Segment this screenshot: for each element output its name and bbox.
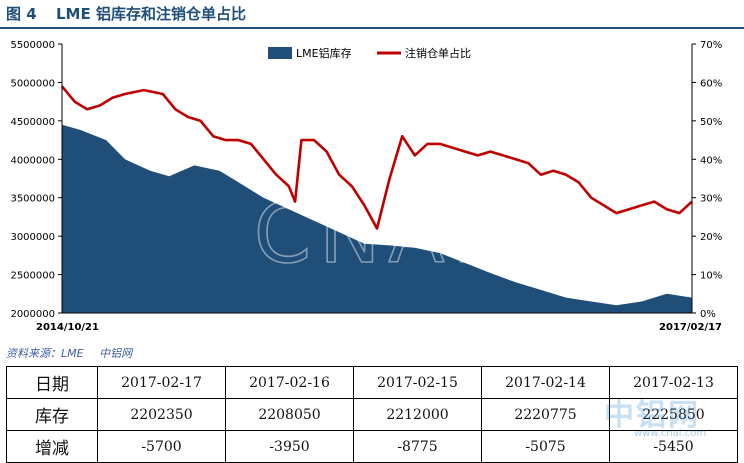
table-cell: 2017-02-13 [609,366,738,399]
row-header: 库存 [6,398,98,431]
x-end-label: 2017/02/17 [659,322,722,333]
table-cell: 2017-02-17 [97,366,226,399]
figure-header: 图 4 LME 铝库存和注销仓单占比 [0,0,744,26]
y-left-tick-label: 5500000 [10,40,55,51]
legend-label-area: LME铝库存 [296,46,352,60]
table-cell: -8775 [353,430,482,463]
watermark-url: www.cnal.com [634,428,707,439]
table-cell: 2220775 [481,398,610,431]
y-right-tick-label: 30% [700,194,722,205]
series-area-lme-stock [62,124,692,313]
y-right-tick-label: 40% [700,155,722,166]
table-cell: 2017-02-15 [353,366,482,399]
x-start-label: 2014/10/21 [36,322,99,333]
source-name: 中铝网 [99,347,133,360]
y-right-tick-label: 0% [700,309,716,320]
legend-swatch-area [268,47,292,59]
y-right-tick-label: 60% [700,78,722,89]
title-divider [0,27,744,29]
source-label: 资料来源：LME [6,347,84,360]
table-row-date: 日期 2017-02-17 2017-02-16 2017-02-15 2017… [6,366,738,399]
watermark-logo: 中铝网 [604,398,700,433]
row-header: 增减 [6,430,98,463]
y-right-tick-label: 10% [700,271,722,282]
table-cell: -5700 [97,430,226,463]
y-left-tick-label: 4500000 [10,117,55,128]
y-left-tick-label: 2000000 [10,309,55,320]
table-cell: -5075 [481,430,610,463]
stats-table: 日期 2017-02-17 2017-02-16 2017-02-15 2017… [6,366,738,463]
figure-label: 图 4 [6,5,37,23]
legend-label-line: 注销仓单占比 [405,46,471,60]
table-cell: 2017-02-14 [481,366,610,399]
y-left-tick-label: 4000000 [10,155,55,166]
table-cell: 2212000 [353,398,482,431]
y-right-tick-label: 20% [700,232,722,243]
table-cell: 2202350 [97,398,226,431]
table-cell: 2225850 [609,398,738,431]
series-line-cancelled-ratio [60,85,693,230]
table-row-stock: 库存 2202350 2208050 2212000 2220775 22258… [6,398,738,431]
table-cell: -3950 [225,430,354,463]
row-header: 日期 [6,366,98,399]
stock-chart: CNAL 2000000 2500000 3000000 3500000 4000000 4… [10,40,722,333]
y-left-tick-label: 5000000 [10,78,55,89]
source-note: 资料来源：LME 中铝网 [6,345,144,361]
y-left-tick-label: 3000000 [10,232,55,243]
table-cell: 2208050 [225,398,354,431]
watermark-text: CNAL [254,187,506,282]
table-cell: 2017-02-16 [225,366,354,399]
chart-title: LME 铝库存和注销仓单占比 [56,5,246,23]
y-right-tick-label: 50% [700,117,722,128]
y-left-tick-label: 2500000 [10,271,55,282]
y-right-tick-label: 70% [700,40,722,51]
table-cell: -5450 [609,430,738,463]
y-left-tick-label: 3500000 [10,194,55,205]
table-row-change: 增减 -5700 -3950 -8775 -5075 -5450 [6,430,738,463]
